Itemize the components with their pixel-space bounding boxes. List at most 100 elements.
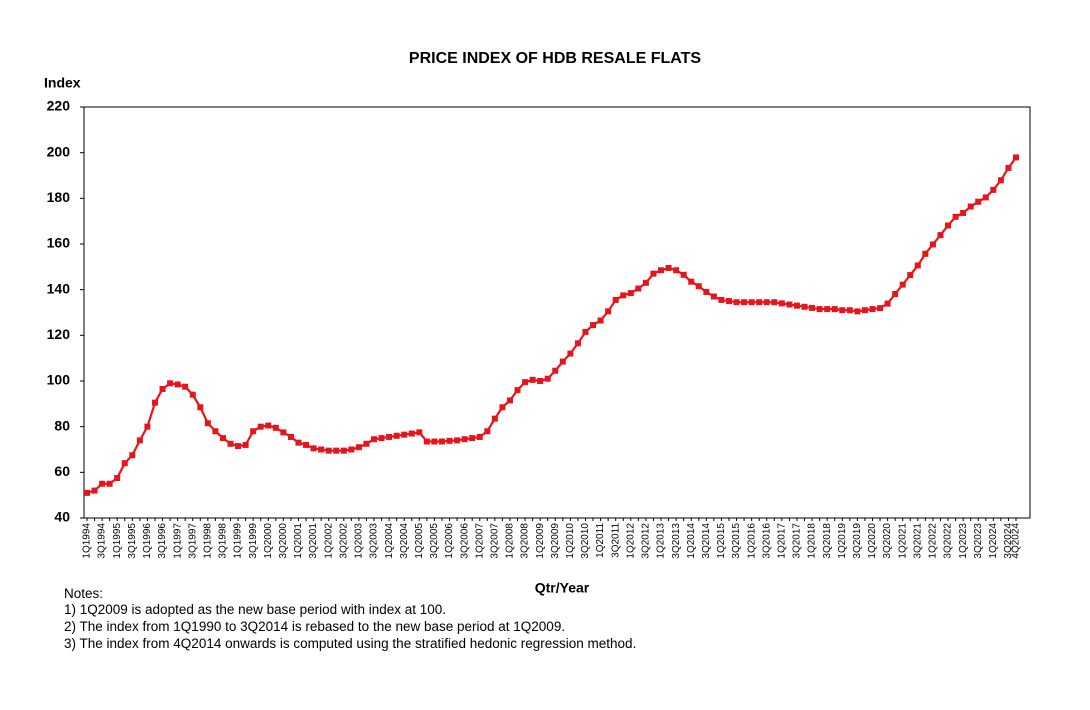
data-point [816, 306, 823, 313]
data-point [793, 302, 800, 309]
data-point [340, 447, 347, 454]
x-tick-label: 3Q2022 [943, 523, 954, 559]
x-tick-label: 1Q2010 [565, 523, 576, 559]
data-point [423, 438, 430, 445]
x-tick-label: 1Q1997 [172, 523, 183, 559]
x-tick-label: 3Q2000 [278, 523, 289, 559]
data-point [522, 379, 529, 386]
data-point [484, 428, 491, 435]
note: 2) The index from 1Q1990 to 3Q2014 is re… [64, 619, 565, 634]
x-tick-label: 3Q1998 [218, 523, 229, 559]
data-point [907, 272, 914, 279]
data-point [106, 480, 113, 487]
data-point [544, 375, 551, 382]
data-point [287, 433, 294, 440]
data-point [997, 177, 1004, 184]
data-point [461, 436, 468, 443]
x-tick-label: 1Q2000 [263, 523, 274, 559]
x-tick-label: 1Q1996 [142, 523, 153, 559]
plot-frame [83, 106, 1031, 519]
x-tick-label: 1Q2021 [897, 523, 908, 559]
x-tick-label: 1Q2002 [323, 523, 334, 559]
data-point [642, 279, 649, 286]
y-tick-label: 200 [47, 143, 71, 159]
data-point [756, 299, 763, 306]
x-tick-label: 3Q2023 [973, 523, 984, 559]
data-point [975, 198, 982, 205]
data-point [159, 385, 166, 392]
data-point [174, 381, 181, 388]
data-point [371, 436, 378, 443]
data-point [363, 440, 370, 447]
x-tick-label: 1Q2024 [988, 523, 999, 559]
x-tick-label: 1Q2013 [656, 523, 667, 559]
y-tick-label: 140 [47, 280, 71, 296]
data-point [809, 304, 816, 311]
data-point [431, 438, 438, 445]
x-tick-label: 3Q2002 [338, 523, 349, 559]
data-point [922, 250, 929, 257]
data-point [990, 186, 997, 193]
data-point [401, 431, 408, 438]
data-point [733, 299, 740, 306]
x-tick-label: 3Q2021 [912, 523, 923, 559]
data-point [295, 439, 302, 446]
data-point [303, 441, 310, 448]
data-point [967, 203, 974, 210]
x-tick-label: 3Q2011 [610, 523, 621, 558]
data-point [839, 307, 846, 314]
x-tick-label: 3Q2018 [822, 523, 833, 559]
data-point [763, 299, 770, 306]
x-tick-label: 1Q2019 [837, 523, 848, 559]
data-point [627, 290, 634, 297]
x-tick-label: 3Q2004 [399, 523, 410, 559]
data-point [499, 404, 506, 411]
data-point [620, 292, 627, 299]
x-tick-label: 3Q2006 [459, 523, 470, 559]
data-point [778, 300, 785, 307]
x-tick-label: 4Q2024 [1011, 523, 1022, 559]
y-tick-label: 100 [47, 372, 71, 388]
data-point [801, 303, 808, 310]
y-tick-label: 60 [54, 463, 70, 479]
data-point [151, 399, 158, 406]
x-tick-label: 3Q1997 [187, 523, 198, 559]
data-point [197, 404, 204, 411]
series-line [86, 156, 1017, 494]
data-point [438, 438, 445, 445]
data-point [318, 446, 325, 453]
x-tick-label: 3Q2014 [701, 523, 712, 559]
data-point [378, 435, 385, 442]
y-tick-label: 220 [47, 98, 71, 114]
data-point [182, 383, 189, 390]
data-point [877, 305, 884, 312]
data-point [861, 307, 868, 314]
data-point [167, 380, 174, 387]
data-point [416, 429, 423, 436]
data-point [869, 306, 876, 313]
data-point [333, 447, 340, 454]
x-tick-label: 3Q2016 [761, 523, 772, 559]
data-point [748, 299, 755, 306]
data-point [393, 432, 400, 439]
x-tick-label: 1Q2001 [293, 523, 304, 559]
x-tick-label: 1Q2012 [625, 523, 636, 559]
y-tick-label: 180 [47, 189, 71, 205]
data-point [280, 429, 287, 436]
data-point [703, 288, 710, 295]
y-tick-label: 80 [54, 417, 70, 433]
x-tick-label: 3Q2020 [882, 523, 893, 559]
data-point [574, 340, 581, 347]
x-tick-label: 1Q2003 [354, 523, 365, 559]
data-point [824, 306, 831, 313]
data-point [831, 306, 838, 313]
data-point [552, 367, 559, 374]
x-tick-label: 1Q2014 [686, 523, 697, 559]
x-tick-label: 1Q2011 [595, 523, 606, 558]
data-point [710, 293, 717, 300]
data-point [144, 423, 151, 430]
data-point [476, 433, 483, 440]
x-tick-label: 3Q2010 [580, 523, 591, 559]
data-point [665, 264, 672, 271]
